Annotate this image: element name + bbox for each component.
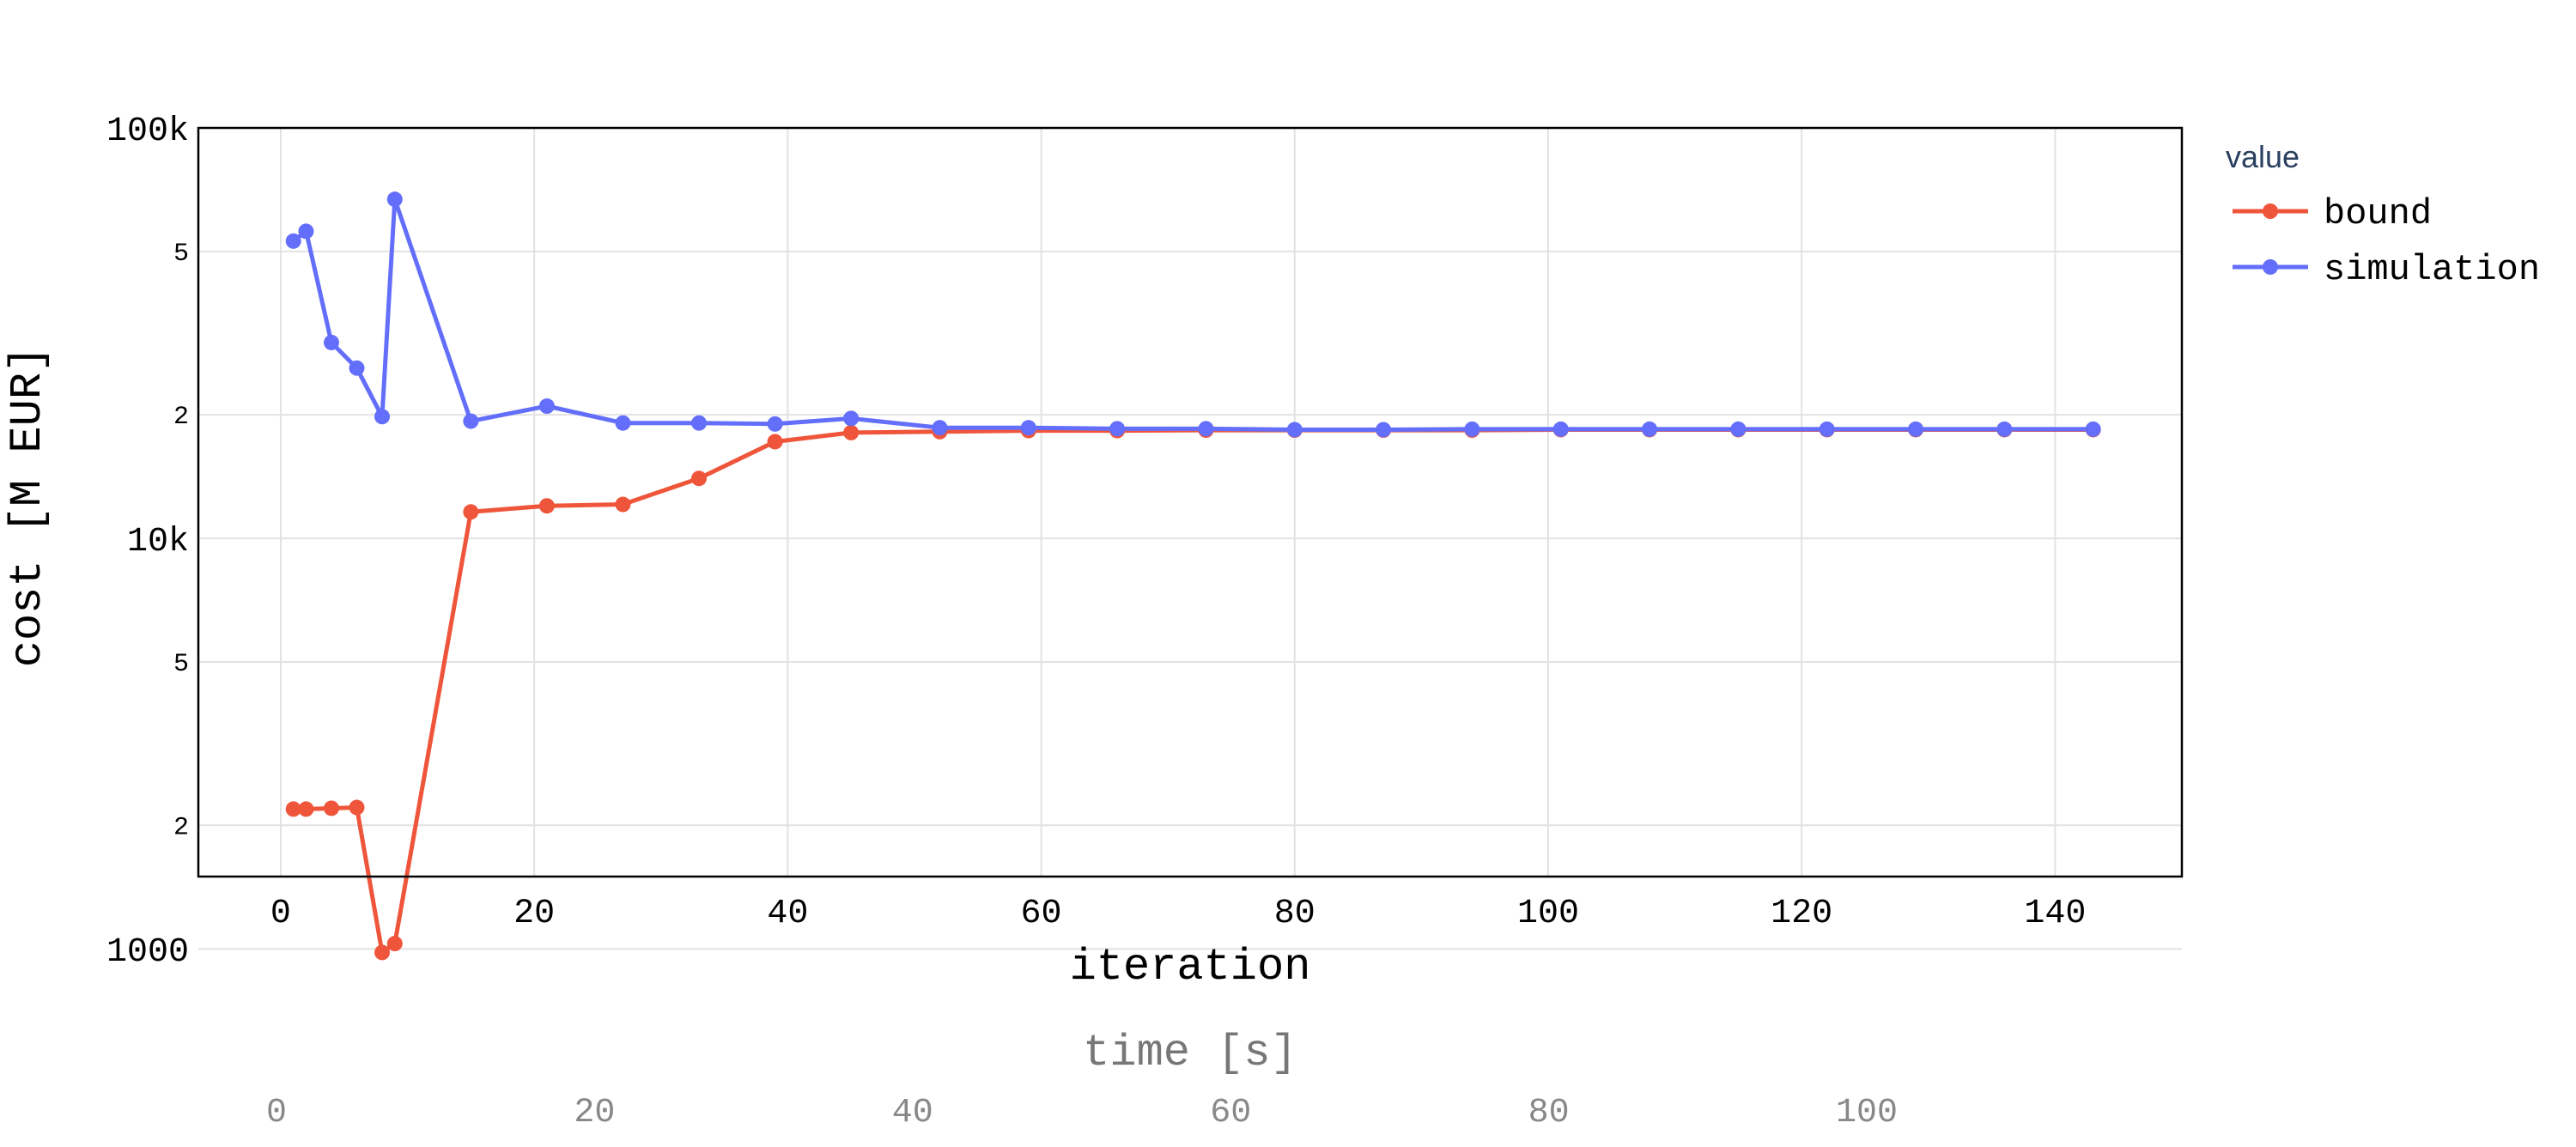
data-point-simulation <box>1908 421 1924 437</box>
legend-swatch-marker <box>2263 203 2278 219</box>
x-axis-label: iteration <box>1070 942 1311 992</box>
series-layer <box>285 191 2101 961</box>
data-point-simulation <box>1552 421 1569 437</box>
data-point-simulation <box>1819 421 1835 437</box>
legend-label: bound <box>2324 193 2432 234</box>
x-axis-ticks: 0 20 40 60 80 100 120 140 <box>270 895 2086 933</box>
data-point-bound <box>538 498 555 514</box>
x-tick-label: 0 <box>270 895 291 933</box>
y-minor-tick-label: 2 <box>173 403 189 432</box>
y-axis-ticks: 1000 10k 100k 2 5 2 5 <box>106 112 189 972</box>
secondary-x-tick-label: 100 <box>1836 1094 1898 1132</box>
data-point-simulation <box>285 233 301 249</box>
data-point-simulation <box>323 334 339 350</box>
data-point-bound <box>615 496 631 513</box>
data-point-simulation <box>1020 420 1036 436</box>
data-point-simulation <box>298 223 314 240</box>
plot-frame <box>197 126 2184 878</box>
data-point-bound <box>374 944 391 961</box>
data-point-simulation <box>1198 421 1214 437</box>
data-point-bound <box>843 424 860 440</box>
legend-label: simulation <box>2324 249 2540 290</box>
data-point-simulation <box>691 415 708 431</box>
data-point-bound <box>323 800 339 816</box>
data-point-simulation <box>767 416 783 432</box>
data-point-simulation <box>615 415 631 431</box>
series-line-simulation <box>292 197 2093 432</box>
x-tick-label: 80 <box>1274 895 1315 933</box>
data-point-simulation <box>374 409 391 425</box>
secondary-x-tick-label: 60 <box>1210 1094 1251 1132</box>
y-minor-tick-label: 2 <box>173 813 189 842</box>
legend: value bound simulation <box>2226 139 2540 290</box>
data-point-simulation <box>1286 422 1303 438</box>
series-simulation <box>285 191 2101 438</box>
data-point-simulation <box>932 420 948 436</box>
data-point-simulation <box>843 410 860 427</box>
secondary-x-tick-label: 40 <box>892 1094 933 1132</box>
data-point-simulation <box>349 360 365 376</box>
data-point-simulation <box>1996 421 2013 437</box>
data-point-simulation <box>538 398 555 415</box>
x-tick-label: 40 <box>767 895 808 933</box>
data-point-simulation <box>1109 421 1126 437</box>
legend-item-bound[interactable]: bound <box>2233 193 2432 234</box>
y-axis-label: cost [M EUR] <box>3 346 53 667</box>
secondary-x-axis-label: time [s] <box>1083 1028 1297 1078</box>
data-point-bound <box>285 801 301 817</box>
y-minor-tick-label: 5 <box>173 650 189 679</box>
x-tick-label: 60 <box>1021 895 1062 933</box>
data-point-simulation <box>1464 421 1480 437</box>
y-major-tick-label: 10k <box>127 523 189 561</box>
data-point-bound <box>691 470 708 487</box>
data-point-simulation <box>2085 421 2101 437</box>
data-point-bound <box>767 434 783 450</box>
x-tick-label: 20 <box>513 895 555 933</box>
y-major-tick-label: 1000 <box>106 933 189 972</box>
data-point-simulation <box>463 413 479 429</box>
grid <box>198 127 2182 950</box>
secondary-x-axis-ticks: 0 20 40 60 80 100 <box>266 1094 1898 1132</box>
legend-title: value <box>2226 139 2300 174</box>
data-point-simulation <box>1730 421 1747 437</box>
data-point-bound <box>349 799 365 816</box>
data-point-bound <box>386 936 403 952</box>
secondary-x-tick-label: 20 <box>574 1094 615 1132</box>
secondary-x-tick-label: 80 <box>1528 1094 1570 1132</box>
x-tick-label: 120 <box>1771 895 1832 933</box>
legend-swatch-marker <box>2263 259 2278 275</box>
legend-item-simulation[interactable]: simulation <box>2233 249 2540 290</box>
x-tick-label: 140 <box>2024 895 2086 933</box>
y-major-tick-label: 100k <box>106 112 189 151</box>
data-point-simulation <box>1642 421 1658 437</box>
secondary-x-tick-label: 0 <box>266 1094 287 1132</box>
data-point-simulation <box>386 191 403 208</box>
y-minor-tick-label: 5 <box>173 240 189 269</box>
data-point-bound <box>463 504 479 520</box>
data-point-simulation <box>1376 422 1392 438</box>
x-tick-label: 100 <box>1517 895 1579 933</box>
data-point-bound <box>298 801 314 817</box>
